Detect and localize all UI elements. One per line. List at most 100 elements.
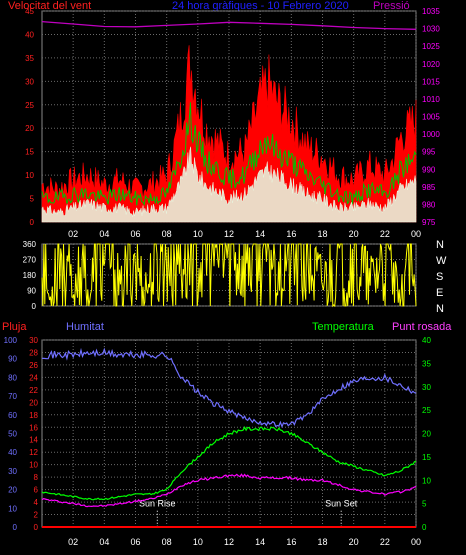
humidity-tick-label: 60 [8,411,17,420]
dewpoint-label: Punt rosada [392,321,452,333]
rain-tick-label: 6 [34,486,39,495]
humidity-tick-label: 100 [4,336,18,345]
humidity-tick-label: 50 [8,430,17,439]
y2-tick-label: 995 [422,148,436,157]
rain-tick-label: 16 [29,423,38,432]
x-tick-label: 20 [349,537,359,547]
y-tick-label: 180 [23,271,37,280]
x-tick-label: 22 [380,229,390,239]
y-tick-label: 90 [27,287,36,296]
temp-tick-label: 20 [422,430,431,439]
humidity-tick-label: 30 [8,467,17,476]
x-tick-label: 12 [224,229,234,239]
y2-tick-label: 1030 [422,25,440,34]
humidity-tick-label: 10 [8,504,17,513]
temp-tick-label: 0 [422,523,427,532]
x-tick-label: 04 [99,537,109,547]
rain-tick-label: 30 [29,336,38,345]
temperature-label: Temperatura [312,321,375,333]
y-tick-label: 25 [25,101,34,110]
temp-tick-label: 25 [422,406,431,415]
y2-tick-label: 1010 [422,95,440,104]
humidity-tick-label: 20 [8,486,17,495]
chart-title: 24 hora gràfiques - 10 Febrero 2020 [172,0,349,12]
x-tick-label: 14 [255,537,265,547]
y2-tick-label: 1005 [422,113,440,122]
y2-tick-label: 1015 [422,77,440,86]
x-tick-label: 00 [411,229,421,239]
y-tick-label: 10 [25,171,34,180]
compass-label: E [436,287,443,299]
x-tick-label: 10 [193,537,203,547]
y-tick-label: 360 [23,240,37,249]
series-gust [41,45,417,223]
compass-label: W [436,255,447,267]
wind-speed-label: Velocitat del vent [8,0,91,12]
y2-tick-label: 1025 [422,42,440,51]
y2-tick-label: 980 [422,200,436,209]
x-tick-label: 14 [255,229,265,239]
sun-marker-label: Sun Set [325,498,358,508]
rain-tick-label: 20 [29,398,38,407]
series-temperature [41,426,417,501]
compass-label: S [436,271,443,283]
humidity-label: Humitat [66,321,104,333]
humidity-tick-label: 70 [8,392,17,401]
x-tick-label: 12 [224,537,234,547]
rain-tick-label: 4 [34,498,39,507]
rain-label: Pluja [2,321,27,333]
y-tick-label: 45 [25,7,34,16]
x-tick-label: 08 [162,537,172,547]
y2-tick-label: 990 [422,165,436,174]
humidity-tick-label: 90 [8,355,17,364]
y-tick-label: 30 [25,77,34,86]
x-tick-label: 16 [286,229,296,239]
y-tick-label: 35 [25,54,34,63]
y-tick-label: 15 [25,148,34,157]
rain-tick-label: 10 [29,461,38,470]
rain-humidity-temperature-chart: 0246810121416182022242628300102030405060… [4,336,432,547]
sun-marker-label: Sun Rise [139,498,176,508]
y-tick-label: 20 [25,124,34,133]
series-direction [41,242,417,308]
rain-tick-label: 18 [29,411,38,420]
rain-tick-label: 0 [34,523,39,532]
rain-tick-label: 26 [29,361,38,370]
series-base [41,146,417,223]
rain-tick-label: 24 [29,373,38,382]
x-tick-label: 00 [411,537,421,547]
wind-pressure-chart: 0510152025303540459759809859909951000100… [25,7,440,239]
series-average [41,102,417,207]
x-tick-label: 02 [68,537,78,547]
y-tick-label: 5 [30,195,35,204]
y-tick-label: 0 [30,218,35,227]
temp-tick-label: 35 [422,359,431,368]
series-humidity [41,347,417,429]
y2-tick-label: 1035 [422,7,440,16]
temp-tick-label: 30 [422,383,431,392]
x-tick-label: 10 [193,229,203,239]
x-tick-label: 20 [349,229,359,239]
x-tick-label: 06 [130,537,140,547]
series-dewpoint [41,473,417,508]
temp-tick-label: 5 [422,500,427,509]
humidity-tick-label: 0 [13,523,18,532]
rain-tick-label: 22 [29,386,38,395]
x-tick-label: 08 [162,229,172,239]
humidity-tick-label: 40 [8,448,17,457]
x-tick-label: 18 [317,537,327,547]
rain-tick-label: 2 [34,511,39,520]
x-tick-label: 16 [286,537,296,547]
y2-tick-label: 1000 [422,130,440,139]
y2-tick-label: 1020 [422,60,440,69]
humidity-tick-label: 80 [8,373,17,382]
rain-tick-label: 8 [34,473,39,482]
y-tick-label: 0 [32,302,37,311]
compass-label: N [436,239,444,251]
y2-tick-label: 985 [422,183,436,192]
x-tick-label: 04 [99,229,109,239]
x-tick-label: 02 [68,229,78,239]
temp-tick-label: 10 [422,476,431,485]
